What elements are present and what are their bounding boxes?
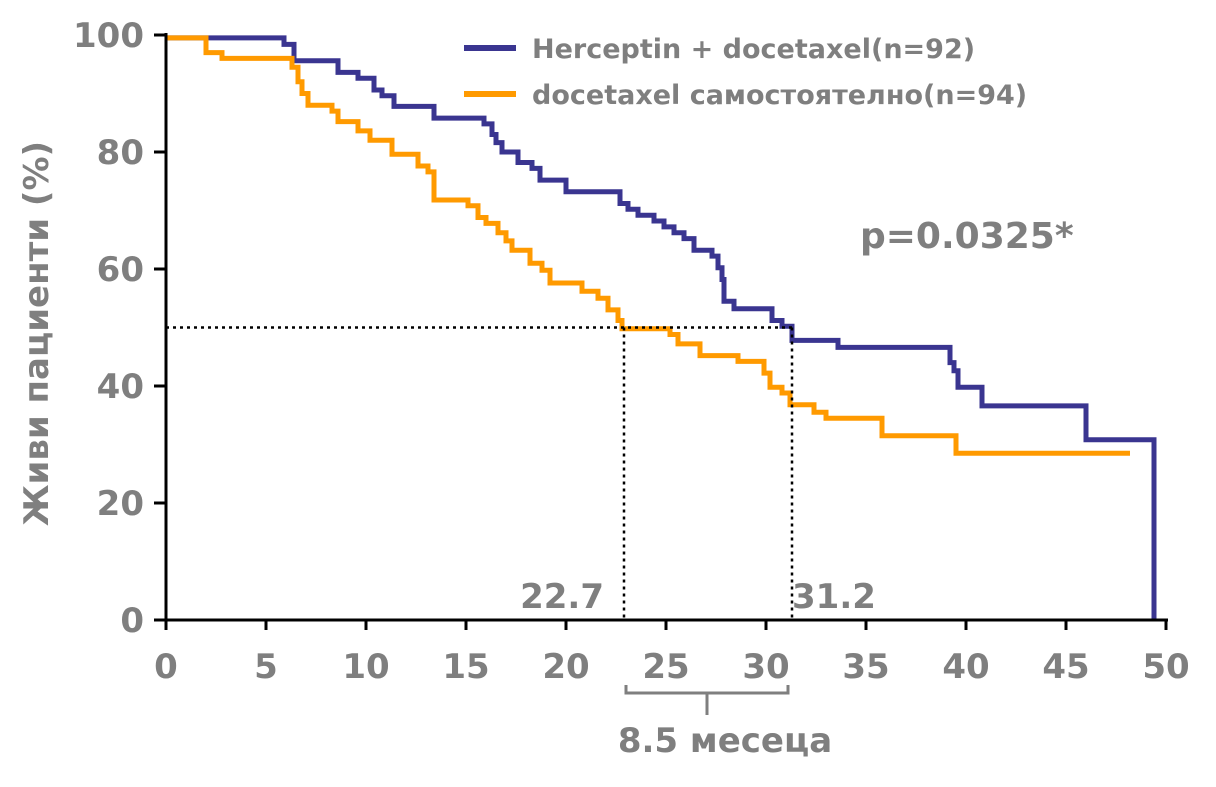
x-tick-label: 15 — [442, 647, 489, 687]
median-label: 31.2 — [792, 577, 876, 617]
series-line-herceptin-docetaxel — [166, 35, 1157, 620]
y-tick-label: 0 — [120, 601, 144, 641]
legend-layer: Herceptin + docetaxel(n=92) docetaxel сам… — [464, 34, 1027, 111]
series-line-docetaxel-alone — [166, 35, 1130, 456]
x-tick-label: 45 — [1042, 647, 1089, 687]
y-tick-label: 80 — [97, 133, 144, 173]
p-value-label: p=0.0325* — [860, 216, 1074, 257]
axis-layer: 0 5 10 15 20 25 30 35 40 45 50 0 20 40 60 80 100 Живи пац… — [17, 16, 1190, 687]
x-tick-label: 20 — [542, 647, 589, 687]
x-tick-label: 50 — [1142, 647, 1189, 687]
x-tick-label: 10 — [342, 647, 389, 687]
y-tick-label: 60 — [97, 250, 144, 290]
x-tick-label: 30 — [742, 647, 789, 687]
x-tick-label: 40 — [942, 647, 989, 687]
y-axis-title: Живи пациенти (%) — [17, 141, 57, 526]
y-tick-label: 20 — [97, 484, 144, 524]
x-tick-label: 5 — [254, 647, 278, 687]
y-tick-label: 40 — [97, 367, 144, 407]
x-tick-label: 25 — [642, 647, 689, 687]
annotation-layer: 22.7 31.2 8.5 месеца p=0.0325* — [166, 216, 1074, 761]
median-difference-bracket — [624, 685, 790, 715]
median-difference-label: 8.5 месеца — [618, 721, 832, 761]
x-tick-label: 0 — [154, 647, 178, 687]
median-label: 22.7 — [520, 577, 604, 617]
y-tick-label: 100 — [73, 16, 144, 56]
x-tick-label: 35 — [842, 647, 889, 687]
legend-label: Herceptin + docetaxel(n=92) — [532, 34, 975, 65]
series-layer — [166, 35, 1157, 620]
legend-label: docetaxel самостоятелно(n=94) — [532, 80, 1027, 111]
